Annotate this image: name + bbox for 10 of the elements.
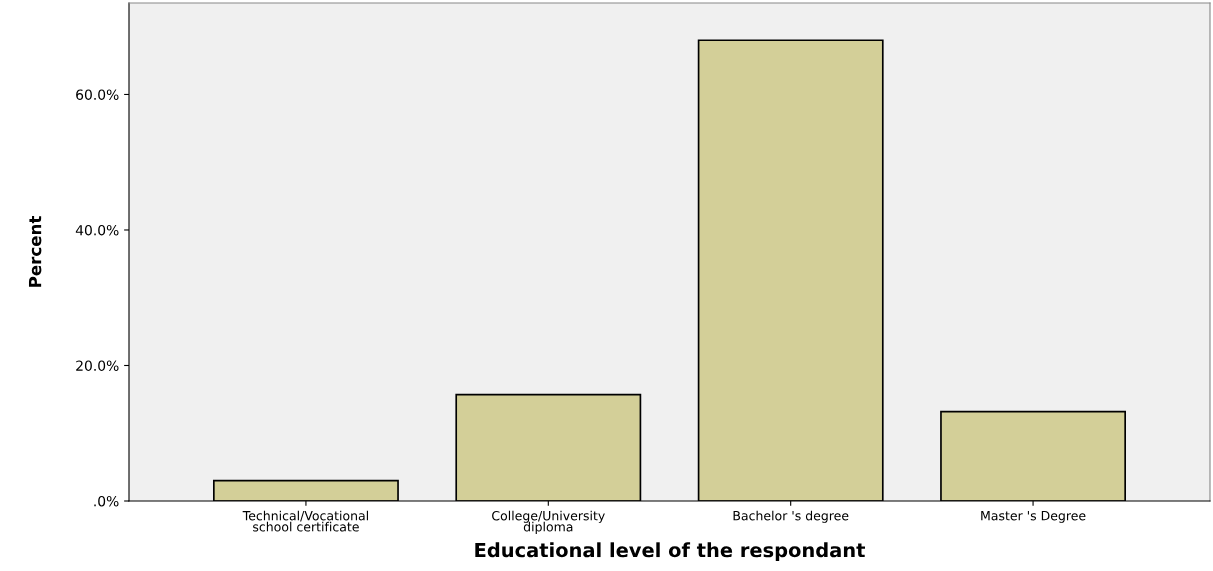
y-axis-title: Percent bbox=[28, 216, 42, 287]
y-tick-label: 20.0% bbox=[76, 360, 119, 371]
x-tick-label: College/University diploma bbox=[492, 510, 605, 534]
x-axis-title: Educational level of the respondant bbox=[475, 542, 865, 562]
y-tick-label: 60.0% bbox=[76, 89, 119, 100]
x-tick-label: Technical/Vocational school certificate bbox=[242, 510, 368, 532]
x-tick-label: Bachelor 's degree bbox=[733, 510, 849, 523]
y-tick-label: .0% bbox=[94, 495, 119, 507]
x-tick-label: Master 's Degree bbox=[981, 511, 1086, 523]
y-tick-label: 40.0% bbox=[75, 224, 119, 236]
